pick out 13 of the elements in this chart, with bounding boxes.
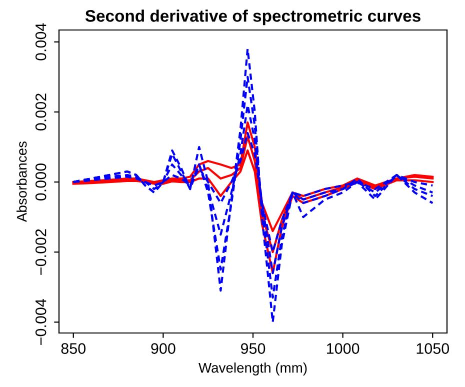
x-tick-label: 950: [240, 343, 266, 354]
x-tick-label: 1000: [326, 343, 360, 354]
y-tick-label: 0.004: [35, 23, 46, 60]
y-tick-label: 0.002: [35, 94, 46, 130]
chart-title: Second derivative of spectrometric curves: [85, 10, 420, 26]
x-tick-label: 900: [151, 343, 176, 354]
x-axis-title: Wavelength (mm): [198, 362, 307, 376]
y-tick-label: −0.004: [35, 299, 46, 345]
y-tick-label: 0.000: [35, 164, 46, 201]
x-tick-label: 1050: [416, 343, 450, 354]
y-axis-title: Absorbances: [16, 141, 27, 222]
y-tick-label: −0.002: [35, 229, 46, 275]
x-tick-label: 850: [61, 343, 86, 354]
